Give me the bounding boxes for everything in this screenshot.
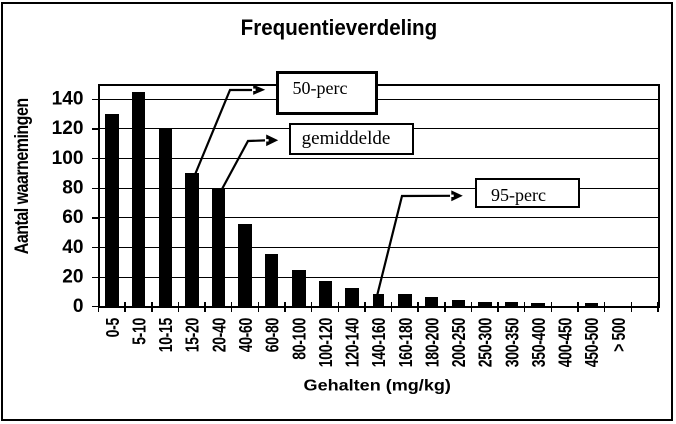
svg-text:40: 40	[62, 235, 83, 257]
svg-text:250-300: 250-300	[476, 318, 496, 368]
svg-text:0: 0	[73, 295, 84, 317]
svg-text:15-20: 15-20	[183, 318, 203, 353]
svg-text:180-200: 180-200	[423, 318, 443, 368]
svg-text:200-250: 200-250	[449, 318, 469, 368]
svg-text:120-140: 120-140	[343, 318, 363, 368]
svg-text:20-40: 20-40	[210, 318, 230, 353]
svg-text:Gehalten (mg/kg): Gehalten (mg/kg)	[304, 376, 451, 394]
svg-text:Aantal waarnemingen: Aantal waarnemingen	[10, 98, 32, 254]
svg-text:80: 80	[62, 176, 83, 198]
svg-text:350-400: 350-400	[529, 318, 549, 368]
svg-text:300-350: 300-350	[503, 318, 523, 368]
svg-text:100: 100	[52, 146, 84, 168]
svg-text:120: 120	[52, 117, 84, 139]
svg-text:80-100: 80-100	[290, 318, 310, 360]
svg-text:60-80: 60-80	[263, 318, 283, 353]
svg-text:40-60: 40-60	[236, 318, 256, 353]
svg-text:450-500: 450-500	[583, 318, 603, 368]
svg-text:100-120: 100-120	[316, 318, 336, 368]
svg-text:60: 60	[62, 206, 83, 228]
svg-text:140: 140	[52, 87, 84, 109]
svg-text:0-5: 0-5	[103, 318, 123, 338]
svg-text:20: 20	[62, 265, 83, 287]
svg-text:10-15: 10-15	[156, 318, 176, 353]
svg-text:140-160: 140-160	[370, 318, 390, 368]
svg-text:400-450: 400-450	[556, 318, 576, 368]
svg-text:160-180: 160-180	[396, 318, 416, 368]
svg-text:5-10: 5-10	[130, 318, 150, 345]
svg-text:> 500: > 500	[609, 318, 629, 352]
svg-text:Frequentieverdeling: Frequentieverdeling	[241, 15, 438, 40]
